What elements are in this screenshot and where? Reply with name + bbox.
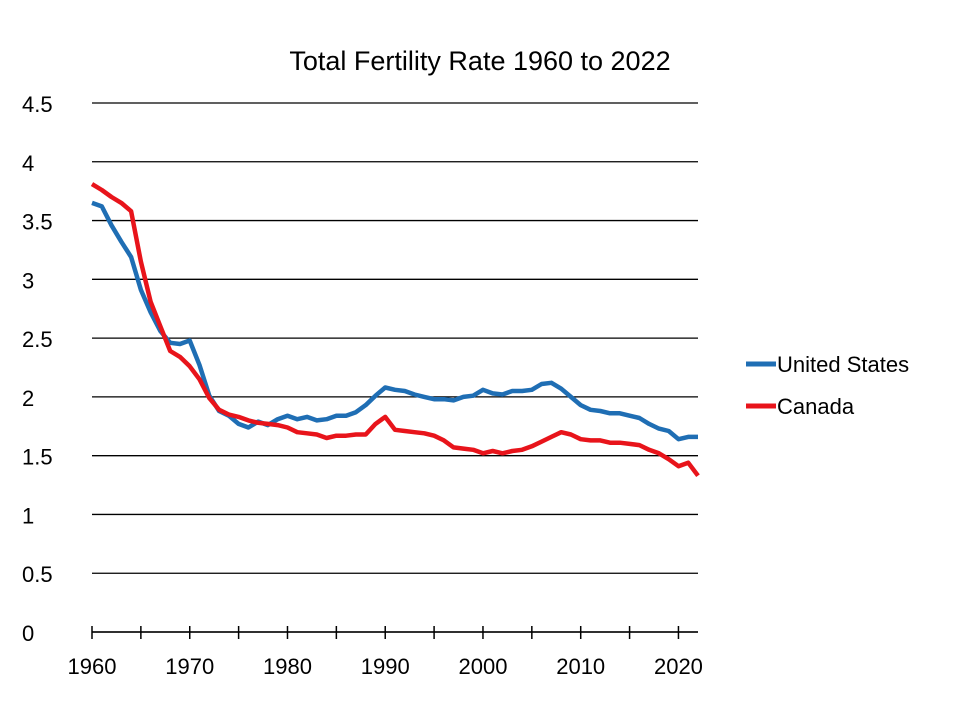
x-tick-label: 1980 [263, 654, 312, 679]
chart-title: Total Fertility Rate 1960 to 2022 [289, 46, 670, 76]
series-line-united-states [92, 203, 698, 439]
x-tick-label: 1960 [68, 654, 117, 679]
y-tick-label: 0.5 [22, 562, 53, 587]
series-lines [92, 184, 698, 476]
y-tick-label: 3 [22, 268, 34, 293]
legend-label: Canada [777, 394, 855, 419]
legend-label: United States [777, 352, 909, 377]
series-line-canada [92, 184, 698, 476]
x-tick-label: 2000 [458, 654, 507, 679]
y-tick-label: 4.5 [22, 92, 53, 117]
x-tick-label: 2020 [654, 654, 703, 679]
y-axis: 0 0.5 1 1.5 2 2.5 3 3.5 4 4.5 [22, 92, 53, 646]
y-tick-label: 2.5 [22, 327, 53, 352]
line-chart: Total Fertility Rate 1960 to 2022 0 0.5 1 1… [0, 0, 960, 720]
grid-lines [92, 103, 698, 632]
y-tick-label: 3.5 [22, 210, 53, 235]
legend: United States Canada [746, 352, 909, 419]
y-tick-label: 4 [22, 151, 34, 176]
x-tick-label: 1990 [361, 654, 410, 679]
legend-item-united-states: United States [746, 352, 909, 377]
x-axis: 1960 1970 1980 1990 2000 2010 2020 [68, 626, 703, 679]
x-tick-label: 1970 [165, 654, 214, 679]
y-tick-label: 0 [22, 621, 34, 646]
y-tick-label: 1 [22, 503, 34, 528]
y-tick-label: 1.5 [22, 445, 53, 470]
y-tick-label: 2 [22, 386, 34, 411]
x-tick-label: 2010 [556, 654, 605, 679]
legend-item-canada: Canada [746, 394, 855, 419]
